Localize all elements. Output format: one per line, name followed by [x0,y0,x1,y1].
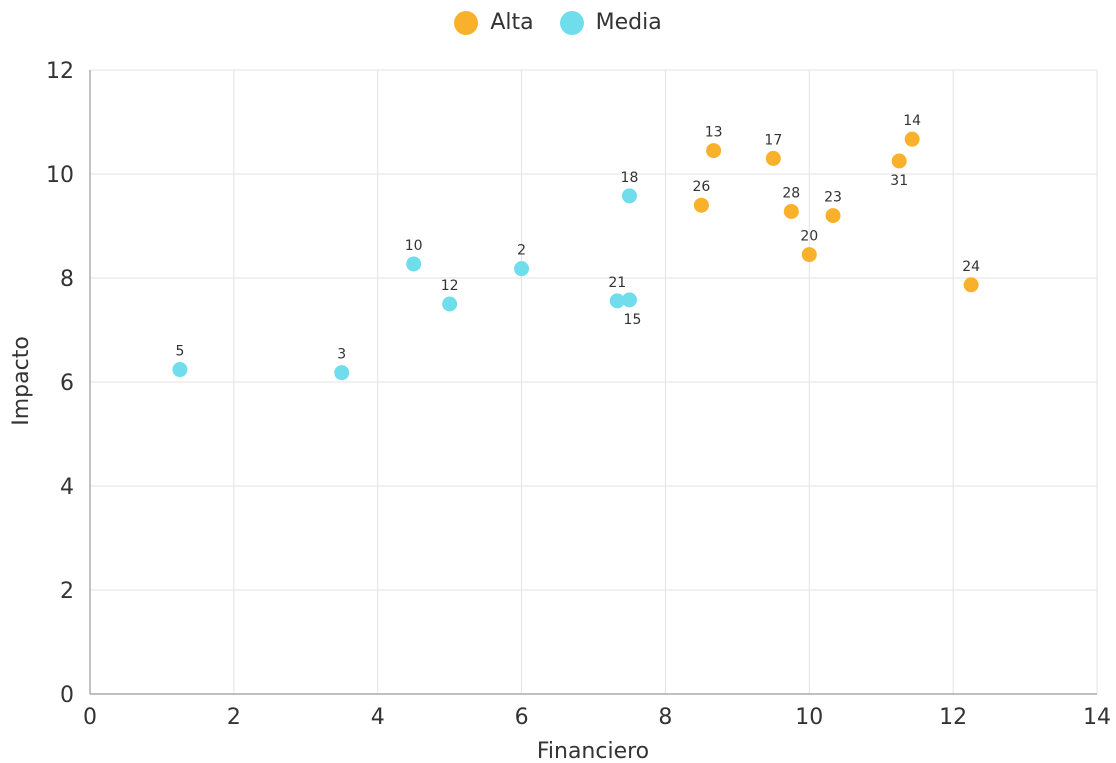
point-alta-20 [801,247,817,263]
point-label-21: 21 [608,275,626,291]
legend-item-alta[interactable]: Alta [454,10,534,35]
x-tick-label: 0 [83,705,97,730]
x-tick-label: 14 [1083,705,1111,730]
legend-item-media[interactable]: Media [559,10,662,35]
x-tick-label: 12 [939,705,967,730]
point-alta-24 [963,277,979,293]
y-tick-label: 12 [46,59,74,84]
y-tick-label: 2 [60,579,74,604]
legend-label-alta: Alta [490,10,534,35]
point-label-23: 23 [824,190,842,206]
y-tick-label: 6 [60,371,74,396]
point-labels: 13 17 14 31 26 28 23 20 24 5 3 10 12 2 18 21 15 [175,113,980,362]
point-alta-13 [706,143,722,159]
point-label-15: 15 [624,312,642,328]
point-label-5: 5 [175,344,184,360]
point-media-12 [442,296,458,312]
y-tick-label: 10 [46,163,74,188]
y-tick-label: 0 [60,683,74,708]
axes [89,70,1097,695]
point-label-10: 10 [405,238,423,254]
x-tick-label: 2 [227,705,241,730]
point-alta-23 [825,208,841,224]
point-label-13: 13 [705,125,723,141]
point-media-18 [621,188,637,204]
data-points [172,131,979,381]
point-label-12: 12 [441,278,459,294]
point-alta-28 [783,203,799,219]
point-label-24: 24 [962,259,980,275]
x-tick-label: 6 [515,705,529,730]
point-media-3 [334,365,350,381]
point-label-18: 18 [621,170,639,186]
x-tick-label: 10 [795,705,823,730]
point-label-2: 2 [517,243,526,259]
grid [89,69,1098,695]
point-label-3: 3 [337,347,346,363]
x-axis-title: Financiero [537,739,649,763]
point-media-10 [406,256,422,272]
point-label-26: 26 [692,179,710,195]
legend: Alta Media [0,10,1116,35]
point-media-15 [621,292,637,308]
point-label-31: 31 [890,173,908,189]
x-tick-label: 8 [658,705,672,730]
x-tick-label: 4 [371,705,385,730]
y-axis-title: Impacto [9,336,34,426]
point-media-21 [609,293,625,309]
point-label-17: 17 [764,132,782,148]
point-alta-31 [891,153,907,169]
point-alta-17 [765,150,781,166]
point-media-2 [514,261,530,277]
point-label-28: 28 [782,185,800,201]
legend-swatch-media [559,10,584,35]
legend-swatch-alta [454,10,479,35]
point-label-14: 14 [903,113,921,129]
point-label-20: 20 [800,229,818,245]
point-alta-14 [904,131,920,147]
point-alta-26 [693,197,709,213]
y-tick-label: 4 [60,475,74,500]
y-tick-label: 8 [60,267,74,292]
point-media-5 [172,362,188,378]
legend-label-media: Media [595,10,662,35]
